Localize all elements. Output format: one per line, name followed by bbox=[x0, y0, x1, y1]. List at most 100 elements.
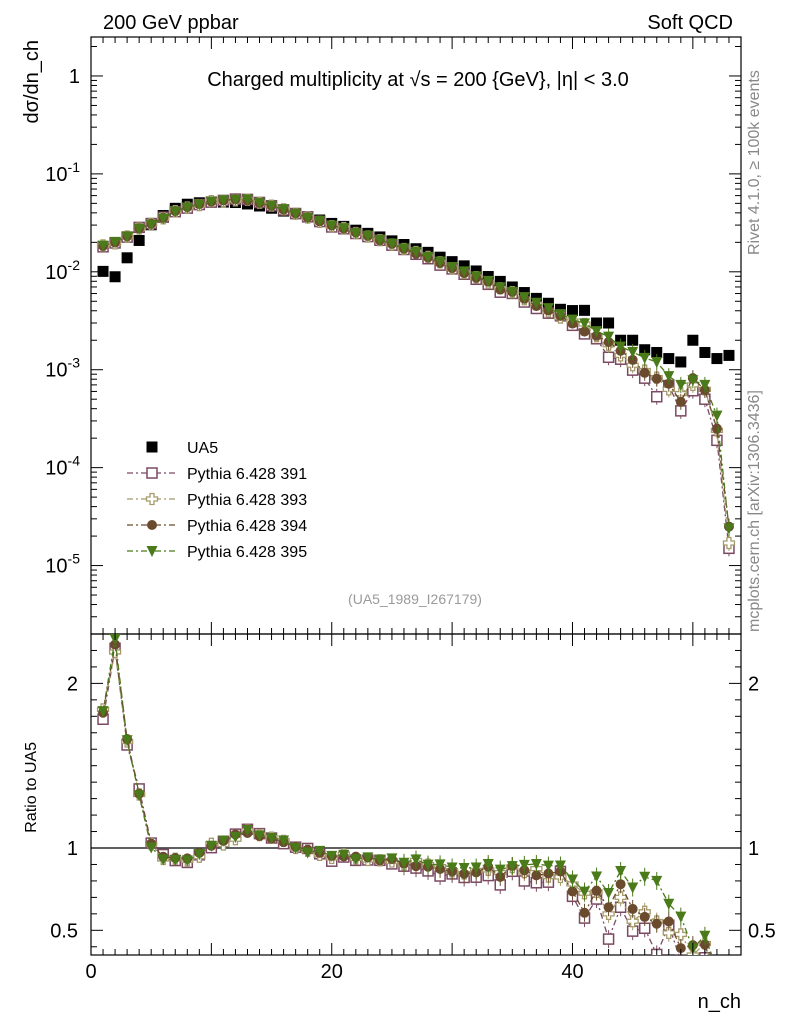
data-point-pythia-395 bbox=[615, 341, 627, 353]
ratio-point-pythia-393 bbox=[662, 926, 675, 939]
data-point-pythia-395 bbox=[193, 199, 205, 211]
legend-label: Pythia 6.428 394 bbox=[187, 518, 307, 535]
data-point-pythia-395 bbox=[711, 410, 723, 422]
ratio-point-pythia-395 bbox=[169, 854, 181, 866]
ratio-point-pythia-395 bbox=[217, 835, 229, 847]
analysis-tag: (UA5_1989_I267179) bbox=[348, 591, 482, 607]
legend-label: UA5 bbox=[187, 440, 218, 457]
x-axis-label: n_ch bbox=[698, 991, 741, 1013]
data-point-pythia-394 bbox=[675, 396, 686, 407]
data-point-pythia-395 bbox=[278, 204, 290, 216]
data-point-pythia-395 bbox=[229, 194, 241, 206]
data-point-pythia-395 bbox=[675, 379, 687, 391]
data-point-pythia-395 bbox=[121, 231, 133, 243]
data-point-pythia-395 bbox=[542, 303, 554, 315]
data-point-ua5 bbox=[723, 349, 735, 361]
data-point-pythia-395 bbox=[651, 356, 663, 368]
ratio-point-pythia-395 bbox=[398, 857, 410, 869]
ratio-point-pythia-391 bbox=[675, 954, 687, 955]
ratio-tick-label: 1 bbox=[67, 838, 78, 860]
ratio-point-pythia-395 bbox=[627, 882, 639, 894]
data-point-pythia-395 bbox=[338, 223, 350, 235]
data-point-pythia-395 bbox=[687, 375, 699, 387]
data-point-pythia-395 bbox=[482, 275, 494, 287]
ratio-point-pythia-394 bbox=[603, 902, 614, 913]
ratio-y-axis-label: Ratio to UA5 bbox=[23, 742, 40, 833]
data-point-pythia-395 bbox=[109, 236, 121, 248]
data-point-pythia-395 bbox=[554, 309, 566, 321]
mcplots-label: mcplots.cern.ch [arXiv:1306.3436] bbox=[746, 390, 763, 632]
x-tick-label: 20 bbox=[321, 961, 343, 983]
data-point-pythia-395 bbox=[254, 197, 266, 209]
ratio-point-pythia-395 bbox=[278, 835, 290, 847]
ratio-point-pythia-394 bbox=[531, 870, 542, 881]
data-point-ua5 bbox=[494, 275, 506, 287]
ratio-point-pythia-395 bbox=[241, 824, 253, 836]
data-point-pythia-395 bbox=[530, 297, 542, 309]
y-tick-label: 10-5 bbox=[45, 551, 80, 578]
data-point-pythia-395 bbox=[627, 346, 639, 358]
ratio-point-pythia-395 bbox=[542, 860, 554, 872]
data-point-pythia-395 bbox=[506, 286, 518, 298]
data-point-pythia-395 bbox=[603, 331, 615, 343]
data-point-pythia-394 bbox=[651, 373, 662, 384]
data-point-ua5 bbox=[470, 265, 482, 277]
ratio-point-pythia-395 bbox=[458, 863, 470, 875]
ratio-point-pythia-395 bbox=[302, 847, 314, 859]
x-tick-label: 40 bbox=[561, 961, 583, 983]
ratio-point-pythia-395 bbox=[290, 843, 302, 854]
data-point-ua5 bbox=[579, 304, 591, 316]
ratio-tick-label-right: 0.5 bbox=[748, 920, 776, 942]
data-point-pythia-394 bbox=[639, 367, 650, 378]
data-point-ua5 bbox=[639, 344, 651, 356]
ratio-point-pythia-393 bbox=[108, 645, 122, 659]
data-point-pythia-395 bbox=[566, 314, 578, 326]
data-point-ua5 bbox=[603, 317, 615, 329]
ratio-point-pythia-395 bbox=[374, 854, 386, 866]
data-point-pythia-395 bbox=[326, 220, 338, 232]
data-point-ua5 bbox=[109, 271, 121, 283]
ratio-tick-label: 2 bbox=[67, 673, 78, 695]
data-point-pythia-395 bbox=[422, 251, 434, 263]
data-point-pythia-395 bbox=[386, 238, 398, 250]
ratio-line-pythia-393 bbox=[102, 651, 710, 955]
ratio-point-pythia-395 bbox=[554, 860, 566, 872]
data-point-pythia-395 bbox=[591, 326, 603, 338]
data-point-pythia-391 bbox=[650, 390, 663, 403]
data-point-pythia-395 bbox=[350, 228, 362, 240]
data-point-pythia-395 bbox=[374, 235, 386, 247]
data-point-ua5 bbox=[566, 305, 578, 317]
data-point-pythia-395 bbox=[169, 206, 181, 218]
ratio-point-pythia-395 bbox=[157, 854, 169, 866]
y-tick-label: 10-4 bbox=[45, 453, 80, 480]
ratio-point-pythia-395 bbox=[506, 861, 518, 873]
data-point-pythia-394 bbox=[711, 423, 722, 434]
data-point-pythia-395 bbox=[314, 215, 326, 227]
data-point-pythia-391 bbox=[602, 351, 615, 364]
ratio-point-pythia-395 bbox=[181, 855, 193, 867]
data-point-pythia-395 bbox=[145, 219, 157, 231]
ratio-point-pythia-394 bbox=[591, 885, 602, 896]
legend-marker bbox=[146, 546, 158, 557]
ratio-point-pythia-395 bbox=[566, 874, 578, 886]
ratio-point-pythia-394 bbox=[651, 918, 662, 929]
ratio-point-pythia-395 bbox=[338, 849, 350, 861]
legend-marker bbox=[146, 441, 158, 453]
data-point-pythia-395 bbox=[723, 523, 735, 535]
ratio-point-pythia-395 bbox=[518, 859, 530, 871]
ratio-point-pythia-394 bbox=[567, 886, 578, 897]
ratio-point-pythia-395 bbox=[494, 864, 506, 876]
data-point-pythia-395 bbox=[266, 200, 278, 212]
data-point-ua5 bbox=[121, 252, 133, 264]
data-point-ua5 bbox=[133, 234, 145, 246]
ratio-point-pythia-395 bbox=[229, 832, 241, 844]
ratio-point-pythia-395 bbox=[434, 859, 446, 871]
ratio-tick-label-right: 2 bbox=[748, 673, 759, 695]
data-point-pythia-395 bbox=[398, 243, 410, 255]
ratio-point-pythia-395 bbox=[193, 849, 205, 861]
y-axis-label: dσ/dn_ch bbox=[21, 40, 43, 124]
ratio-point-pythia-395 bbox=[651, 875, 663, 887]
data-point-pythia-395 bbox=[639, 352, 651, 364]
data-point-ua5 bbox=[711, 353, 723, 365]
